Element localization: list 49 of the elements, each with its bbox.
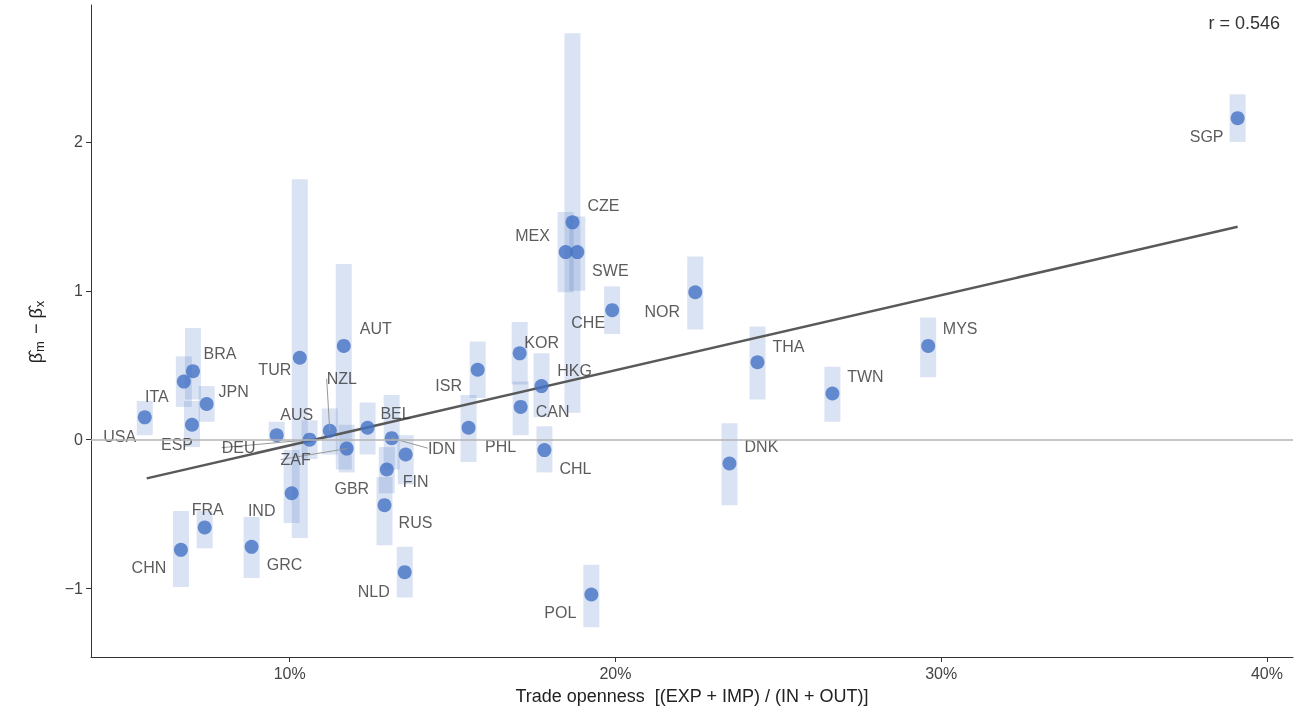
annotation: CAN (535, 403, 570, 421)
annotation: CHN (131, 559, 167, 577)
annotation: FRA (191, 500, 225, 518)
annotation: NLD (357, 582, 390, 600)
y-tick-label: 0 (74, 431, 84, 449)
annotation: CHL (559, 459, 592, 477)
annotation: IND (247, 501, 276, 519)
y-tick-label: −1 (64, 580, 84, 598)
annotation: TWN (847, 368, 884, 386)
annotation: r = 0.546 (1208, 13, 1281, 33)
y-axis-title: β̂m − β̂x (26, 300, 47, 364)
annotation: MYS (942, 320, 978, 338)
y-tick-label: 2 (74, 133, 84, 151)
annotation: TUR (258, 361, 292, 379)
annotation: POL (544, 603, 577, 621)
annotation: GBR (334, 479, 370, 497)
annotation: DNK (744, 437, 779, 455)
annotation: ISR (435, 377, 462, 395)
x-tick-label: 40% (1250, 664, 1283, 682)
annotation: JPN (218, 383, 249, 401)
x-tick-label: 10% (273, 664, 306, 682)
annotation: PHL (484, 438, 517, 456)
annotation: BRA (203, 344, 237, 362)
y-tick-label: 1 (74, 282, 84, 300)
annotation: SGP (1189, 127, 1224, 145)
annotation: THA (772, 337, 805, 355)
annotation: AUT (359, 320, 392, 338)
annotation: AUS (280, 405, 314, 423)
annotation: NOR (644, 302, 681, 320)
annotation: KOR (524, 333, 560, 351)
annotation: RUS (398, 513, 433, 531)
annotation: SWE (592, 261, 629, 279)
annotation: MEX (515, 226, 551, 244)
x-axis-title: Trade openness [(EXP + IMP) / (IN + OUT)] (515, 686, 869, 706)
annotation: USA (103, 427, 137, 445)
annotation: BEL (380, 405, 411, 423)
annotation: ESP (160, 436, 193, 454)
annotation: CZE (587, 196, 620, 214)
annotation: ZAF (280, 451, 312, 469)
annotation: FIN (402, 473, 429, 491)
annotation: GRC (266, 556, 303, 574)
annotation: DEU (221, 439, 256, 457)
annotation: IDN (427, 439, 456, 457)
annotation: ITA (144, 388, 170, 406)
x-tick-label: 30% (925, 664, 958, 682)
annotation: NZL (326, 370, 357, 388)
annotation: HKG (557, 361, 592, 379)
annotation: CHE (571, 313, 606, 331)
x-tick-label: 20% (599, 664, 632, 682)
